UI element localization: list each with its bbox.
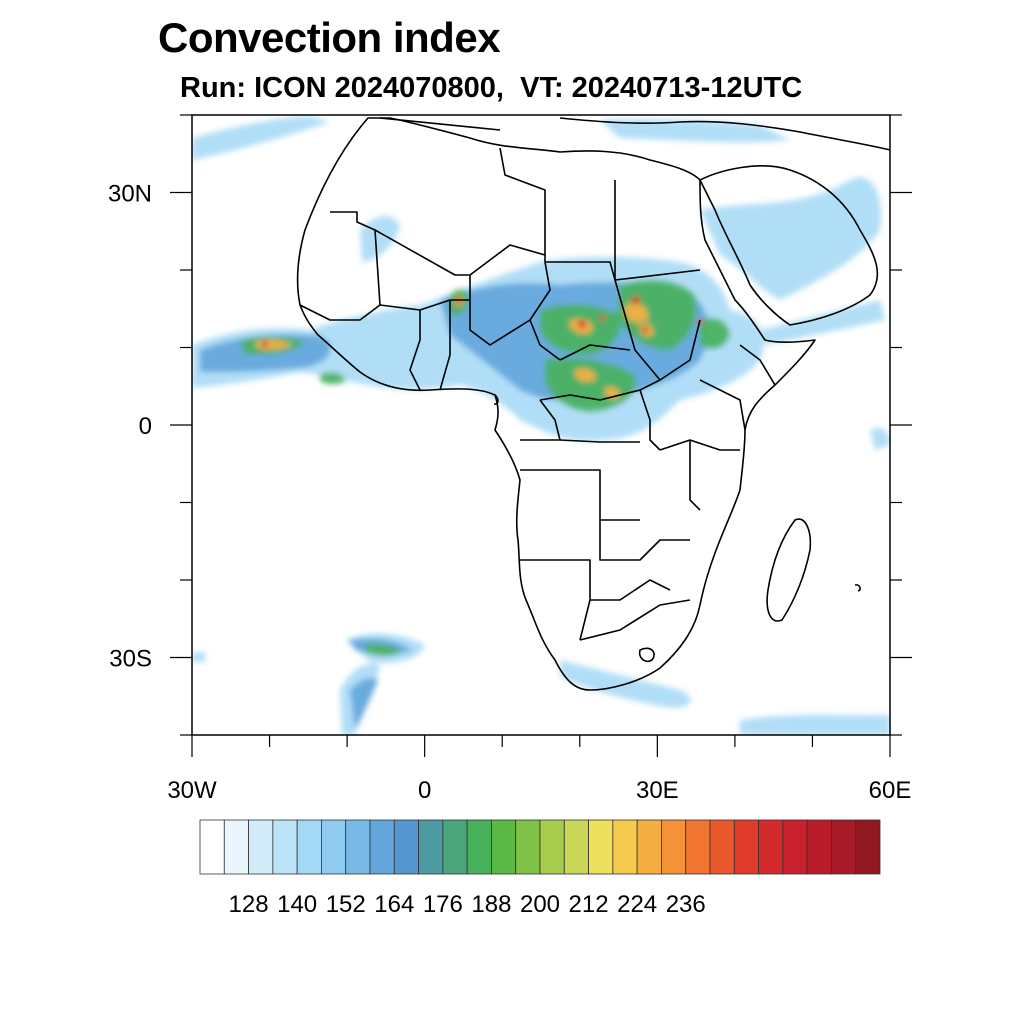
colorbar-swatch [806,819,832,875]
lon-tick-label: 30E [636,777,679,804]
axis-ticks [170,114,912,757]
convection-field [192,116,890,735]
colorbar-swatch [855,819,881,875]
colorbar-swatch [539,819,565,875]
colorbar-swatch [345,819,371,875]
lat-tick-label: 30S [109,646,152,673]
colorbar-swatch [831,819,857,875]
colorbar-swatch [369,819,395,875]
colorbar-label: 152 [326,891,366,918]
page-subtitle: Run: ICON 2024070800, VT: 20240713-12UTC [180,72,803,104]
lon-tick-label: 0 [418,777,431,804]
colorbar-swatch [515,819,541,875]
colorbar-labels: 128 140 152 164 176 188 200 212 224 236 [229,891,706,918]
colorbar-swatch [491,819,517,875]
lat-tick-label: 0 [139,413,152,440]
colorbar-swatch [709,819,735,875]
axis-tick-labels: 30W 0 30E 60E 30N 0 30S [108,181,911,805]
colorbar-swatch [733,819,759,875]
colorbar-swatch [563,819,589,875]
colorbar-label: 176 [423,891,463,918]
colorbar-swatch [272,819,298,875]
colorbar-swatch [296,819,322,875]
colorbar-swatch [418,819,444,875]
colorbar-swatch [588,819,614,875]
colorbar-swatch [782,819,808,875]
lon-tick-label: 60E [869,777,912,804]
colorbar-swatch [199,819,225,875]
colorbar-label: 200 [520,891,560,918]
colorbar-label: 236 [666,891,706,918]
colorbar-swatch [661,819,687,875]
lat-tick-label: 30N [108,181,152,208]
colorbar-swatch [393,819,419,875]
colorbar-swatch [612,819,638,875]
colorbar-swatch [466,819,492,875]
colorbar-label: 212 [569,891,609,918]
colorbar-swatch [223,819,249,875]
page-title: Convection index [158,14,501,61]
colorbar [199,819,881,875]
colorbar-label: 128 [229,891,269,918]
colorbar-label: 188 [471,891,511,918]
colorbar-swatch [321,819,347,875]
colorbar-label: 140 [277,891,317,918]
colorbar-swatch [636,819,662,875]
colorbar-label: 224 [617,891,657,918]
colorbar-swatch [758,819,784,875]
colorbar-swatch [248,819,274,875]
coastlines-borders [296,117,890,691]
colorbar-swatch [685,819,711,875]
colorbar-label: 164 [374,891,414,918]
lon-tick-label: 30W [167,777,217,804]
colorbar-swatch [442,819,468,875]
